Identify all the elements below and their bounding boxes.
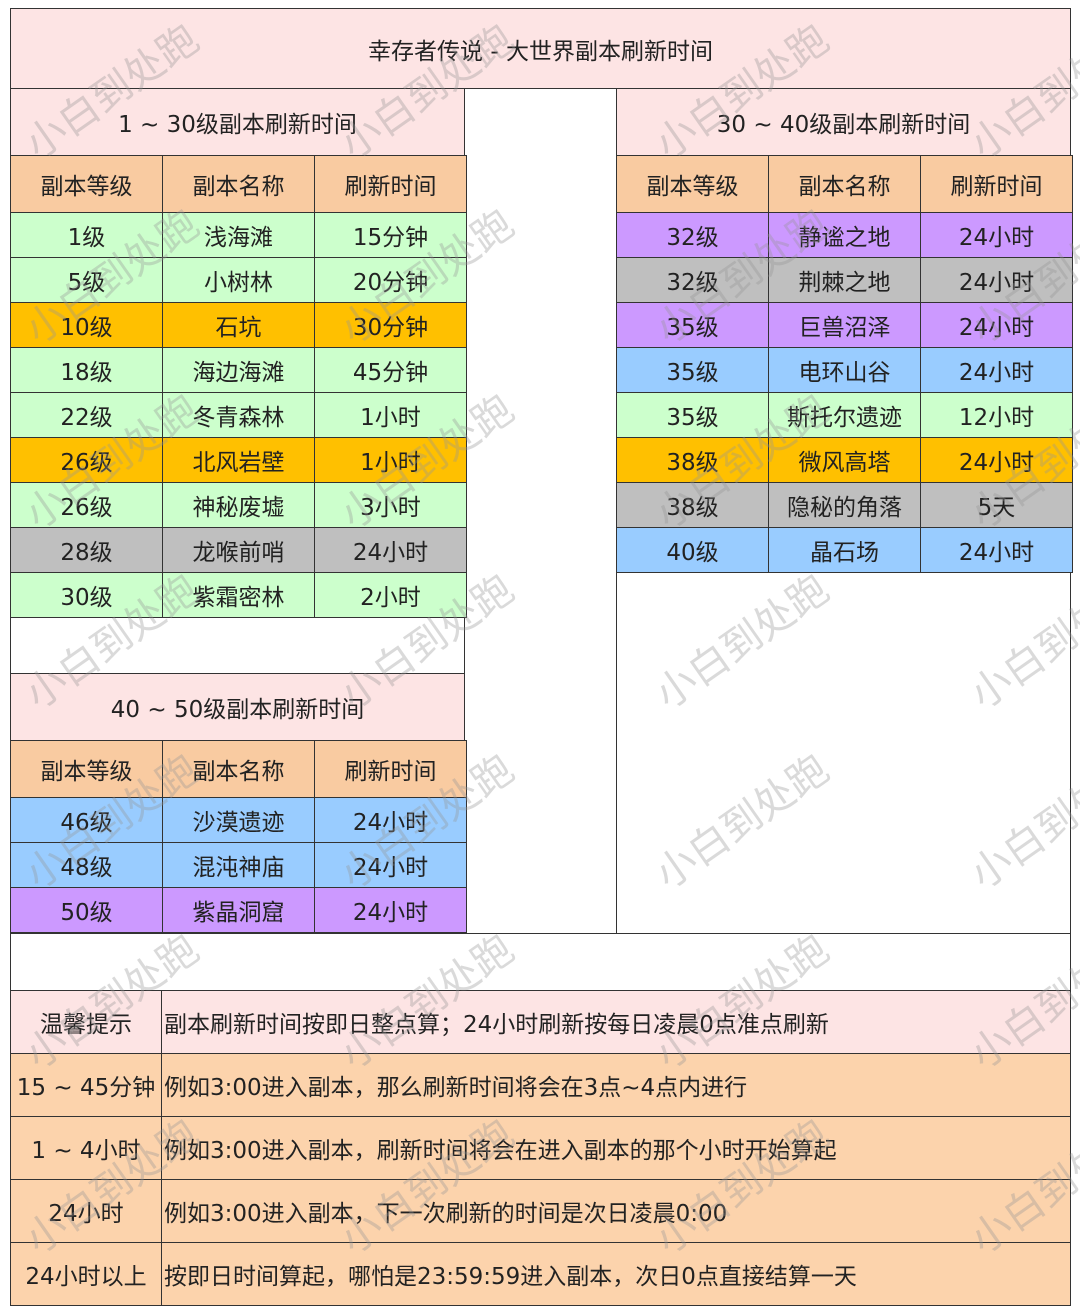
table-cell-time: 24小时 xyxy=(920,257,1073,303)
table-cell-time: 24小时 xyxy=(314,842,467,888)
table-cell-time: 12小时 xyxy=(920,392,1073,438)
column-header: 刷新时间 xyxy=(314,740,467,798)
table-cell-level: 35级 xyxy=(616,347,769,393)
table-cell-name: 北风岩壁 xyxy=(162,437,315,483)
table-cell-level: 32级 xyxy=(616,212,769,258)
table-cell-level: 38级 xyxy=(616,482,769,528)
table-cell-name: 微风高塔 xyxy=(768,437,921,483)
column-header: 刷新时间 xyxy=(920,155,1073,213)
table-cell-name: 静谧之地 xyxy=(768,212,921,258)
table-cell-name: 混沌神庙 xyxy=(162,842,315,888)
table-cell-level: 50级 xyxy=(10,887,163,933)
section-title: 30 ~ 40级副本刷新时间 xyxy=(616,88,1071,156)
table-cell-time: 24小时 xyxy=(920,347,1073,393)
table-cell-name: 石坑 xyxy=(162,302,315,348)
sheet-title: 幸存者传说 - 大世界副本刷新时间 xyxy=(10,8,1071,89)
table-cell-time: 24小时 xyxy=(920,302,1073,348)
table-cell-level: 28级 xyxy=(10,527,163,573)
table-cell-time: 24小时 xyxy=(314,887,467,933)
table-cell-name: 晶石场 xyxy=(768,527,921,573)
section-title: 40 ~ 50级副本刷新时间 xyxy=(10,673,465,741)
blank-gap xyxy=(464,88,617,934)
table-cell-time: 24小时 xyxy=(920,527,1073,573)
table-cell-level: 35级 xyxy=(616,302,769,348)
table-cell-name: 隐秘的角落 xyxy=(768,482,921,528)
table-cell-level: 18级 xyxy=(10,347,163,393)
table-cell-time: 24小时 xyxy=(314,797,467,843)
table-cell-level: 48级 xyxy=(10,842,163,888)
column-header: 刷新时间 xyxy=(314,155,467,213)
column-header: 副本名称 xyxy=(162,155,315,213)
table-cell-level: 30级 xyxy=(10,572,163,618)
column-header: 副本名称 xyxy=(768,155,921,213)
table-cell-name: 沙漠遗迹 xyxy=(162,797,315,843)
table-cell-name: 冬青森林 xyxy=(162,392,315,438)
table-cell-name: 海边海滩 xyxy=(162,347,315,393)
table-cell-time: 30分钟 xyxy=(314,302,467,348)
table-cell-level: 26级 xyxy=(10,482,163,528)
table-cell-name: 紫霜密林 xyxy=(162,572,315,618)
table-cell-name: 小树林 xyxy=(162,257,315,303)
table-cell-time: 24小时 xyxy=(920,212,1073,258)
section-title: 1 ~ 30级副本刷新时间 xyxy=(10,88,465,156)
blank-right xyxy=(616,571,1071,934)
table-cell-time: 2小时 xyxy=(314,572,467,618)
column-header: 副本名称 xyxy=(162,740,315,798)
table-cell-name: 巨兽沼泽 xyxy=(768,302,921,348)
table-cell-name: 荆棘之地 xyxy=(768,257,921,303)
note-label: 温馨提示 xyxy=(10,990,162,1054)
table-cell-name: 龙喉前哨 xyxy=(162,527,315,573)
table-cell-level: 40级 xyxy=(616,527,769,573)
table-cell-name: 斯托尔遗迹 xyxy=(768,392,921,438)
table-cell-time: 1小时 xyxy=(314,392,467,438)
table-cell-name: 神秘废墟 xyxy=(162,482,315,528)
table-cell-level: 38级 xyxy=(616,437,769,483)
table-cell-time: 45分钟 xyxy=(314,347,467,393)
note-label: 1 ~ 4小时 xyxy=(10,1116,162,1180)
table-cell-time: 3小时 xyxy=(314,482,467,528)
blank-left xyxy=(10,615,465,674)
table-cell-name: 电环山谷 xyxy=(768,347,921,393)
table-cell-level: 26级 xyxy=(10,437,163,483)
table-cell-time: 20分钟 xyxy=(314,257,467,303)
table-cell-time: 5天 xyxy=(920,482,1073,528)
blank-row xyxy=(10,933,1071,991)
table-cell-level: 32级 xyxy=(616,257,769,303)
note-text: 副本刷新时间按即日整点算；24小时刷新按每日凌晨0点准点刷新 xyxy=(161,990,1071,1054)
table-cell-level: 5级 xyxy=(10,257,163,303)
table-cell-time: 24小时 xyxy=(314,527,467,573)
table-cell-time: 1小时 xyxy=(314,437,467,483)
table-cell-time: 15分钟 xyxy=(314,212,467,258)
table-cell-level: 46级 xyxy=(10,797,163,843)
note-text: 例如3:00进入副本，刷新时间将会在进入副本的那个小时开始算起 xyxy=(161,1116,1071,1180)
note-label: 15 ~ 45分钟 xyxy=(10,1053,162,1117)
column-header: 副本等级 xyxy=(10,155,163,213)
table-cell-level: 1级 xyxy=(10,212,163,258)
column-header: 副本等级 xyxy=(616,155,769,213)
table-cell-time: 24小时 xyxy=(920,437,1073,483)
note-label: 24小时 xyxy=(10,1179,162,1243)
table-cell-name: 浅海滩 xyxy=(162,212,315,258)
table-cell-name: 紫晶洞窟 xyxy=(162,887,315,933)
column-header: 副本等级 xyxy=(10,740,163,798)
table-cell-level: 22级 xyxy=(10,392,163,438)
table-cell-level: 10级 xyxy=(10,302,163,348)
note-text: 按即日时间算起，哪怕是23:59:59进入副本，次日0点直接结算一天 xyxy=(161,1242,1071,1306)
table-cell-level: 35级 xyxy=(616,392,769,438)
note-text: 例如3:00进入副本，那么刷新时间将会在3点~4点内进行 xyxy=(161,1053,1071,1117)
note-label: 24小时以上 xyxy=(10,1242,162,1306)
note-text: 例如3:00进入副本，下一次刷新的时间是次日凌晨0:00 xyxy=(161,1179,1071,1243)
